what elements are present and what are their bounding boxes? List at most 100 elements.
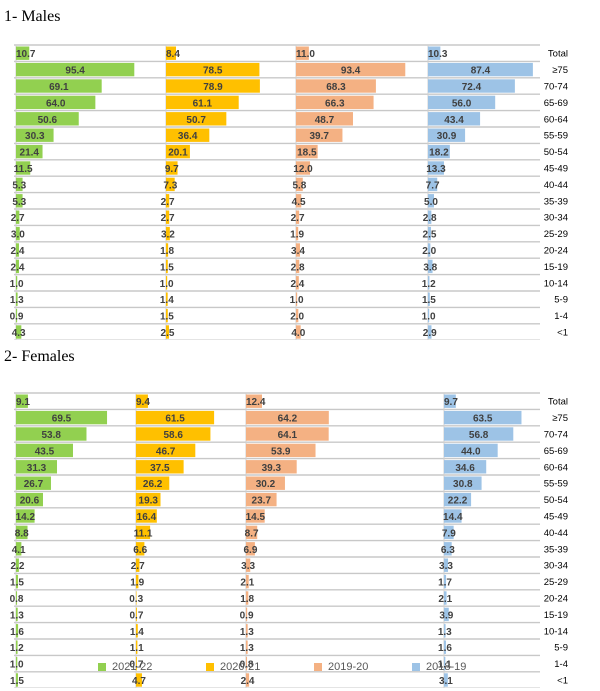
value-label: 2.5 bbox=[161, 328, 175, 339]
category-label: 55-59 bbox=[544, 131, 568, 142]
legend-swatch bbox=[206, 663, 214, 671]
value-label: 1.7 bbox=[438, 578, 452, 589]
value-label: 53.8 bbox=[42, 430, 62, 441]
value-label: 1.1 bbox=[438, 660, 452, 671]
value-label: 4.0 bbox=[291, 328, 305, 339]
bar bbox=[136, 591, 137, 605]
value-label: 0.3 bbox=[129, 594, 143, 605]
value-label: 11.5 bbox=[14, 164, 33, 175]
bar bbox=[136, 607, 137, 622]
bar bbox=[16, 259, 19, 274]
bar bbox=[16, 128, 54, 142]
bar bbox=[296, 177, 303, 192]
bar bbox=[444, 624, 446, 638]
value-label: 50.6 bbox=[38, 115, 58, 126]
value-label: 10.3 bbox=[428, 49, 448, 60]
value-label: 7.9 bbox=[442, 528, 456, 539]
bar bbox=[428, 308, 430, 323]
value-label: 14.5 bbox=[246, 512, 266, 523]
bar bbox=[428, 210, 432, 224]
value-label: 1.0 bbox=[10, 279, 24, 290]
value-label: 19.3 bbox=[139, 496, 159, 507]
value-label: 43.5 bbox=[35, 446, 55, 457]
value-label: 9.7 bbox=[165, 164, 179, 175]
value-label: 48.7 bbox=[315, 115, 335, 126]
value-label: 1.3 bbox=[438, 627, 452, 638]
value-label: 26.2 bbox=[143, 479, 163, 490]
value-label: 46.7 bbox=[156, 446, 176, 457]
value-label: 8.4 bbox=[166, 49, 180, 60]
bar bbox=[428, 243, 431, 257]
bar bbox=[16, 656, 18, 671]
category-label: ≥75 bbox=[552, 65, 568, 76]
value-label: 1.4 bbox=[130, 627, 144, 638]
category-label: 1-4 bbox=[554, 659, 568, 670]
value-label: 63.5 bbox=[473, 414, 493, 425]
bar bbox=[296, 325, 301, 339]
bar bbox=[296, 259, 300, 274]
bar bbox=[16, 276, 18, 290]
value-label: 5.3 bbox=[12, 197, 26, 208]
value-label: 1.2 bbox=[422, 279, 436, 290]
bar bbox=[136, 443, 196, 458]
bar bbox=[16, 427, 87, 441]
value-label: 3.9 bbox=[439, 610, 453, 621]
bar bbox=[428, 95, 496, 110]
bar bbox=[246, 443, 316, 458]
value-label: 18.5 bbox=[297, 148, 317, 159]
bar bbox=[246, 394, 262, 408]
value-label: 95.4 bbox=[65, 66, 85, 77]
value-label: 0.8 bbox=[10, 594, 24, 605]
bar bbox=[246, 673, 250, 687]
category-label: 5-9 bbox=[554, 643, 568, 654]
bar bbox=[16, 492, 43, 507]
bar bbox=[16, 161, 31, 175]
bar bbox=[16, 95, 96, 110]
bar bbox=[428, 112, 481, 126]
females-title: 2- Females bbox=[4, 348, 75, 365]
value-label: 2.7 bbox=[131, 561, 145, 572]
value-label: 7.7 bbox=[426, 180, 440, 191]
bar bbox=[136, 673, 142, 687]
value-label: 2.7 bbox=[291, 213, 305, 224]
bar bbox=[444, 574, 447, 589]
value-label: 5.3 bbox=[12, 180, 26, 191]
legend: 2021-22 2020-21 2019-20 2018-19 bbox=[0, 661, 600, 681]
value-label: 0.7 bbox=[129, 660, 143, 671]
bar bbox=[16, 607, 18, 622]
value-label: 1.5 bbox=[160, 312, 174, 323]
value-label: 66.3 bbox=[325, 98, 345, 109]
value-label: 4.7 bbox=[132, 676, 146, 687]
category-label: 30-34 bbox=[544, 561, 568, 572]
bar bbox=[16, 410, 108, 425]
value-label: 30.8 bbox=[453, 479, 473, 490]
bar bbox=[166, 226, 170, 241]
bar bbox=[444, 443, 498, 458]
bar bbox=[444, 476, 482, 490]
value-label: 1.0 bbox=[160, 279, 174, 290]
value-label: 1.0 bbox=[10, 660, 24, 671]
value-label: 7.3 bbox=[163, 180, 177, 191]
value-label: 2.8 bbox=[291, 262, 305, 273]
value-label: 8.7 bbox=[245, 528, 259, 539]
bar bbox=[16, 640, 18, 654]
value-label: 1.0 bbox=[422, 312, 436, 323]
bar bbox=[246, 558, 251, 572]
bar bbox=[166, 95, 239, 110]
value-label: 53.9 bbox=[271, 446, 291, 457]
value-label: 2.7 bbox=[161, 213, 175, 224]
category-label: Total bbox=[548, 397, 568, 408]
bar bbox=[428, 276, 430, 290]
legend-label: 2019-20 bbox=[328, 661, 369, 673]
bar bbox=[16, 226, 20, 241]
bar bbox=[296, 194, 302, 208]
category-label: 40-44 bbox=[544, 180, 568, 191]
value-label: 69.1 bbox=[49, 82, 69, 93]
value-label: 3.8 bbox=[423, 262, 437, 273]
bar bbox=[166, 243, 169, 257]
category-label: ≥75 bbox=[552, 413, 568, 424]
value-label: 44.0 bbox=[461, 446, 481, 457]
value-label: 1.5 bbox=[160, 262, 174, 273]
value-label: 16.4 bbox=[137, 512, 157, 523]
category-label: 10-14 bbox=[544, 278, 568, 289]
